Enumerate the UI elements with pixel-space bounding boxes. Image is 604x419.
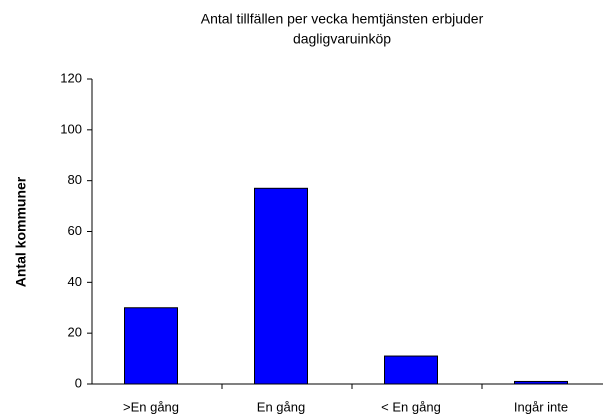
bar [254, 187, 308, 385]
chart-title: Antal tillfällen per vecka hemtjänsten e… [201, 11, 484, 27]
bar [514, 380, 568, 385]
x-tick-label: < En gång [381, 399, 441, 414]
y-tick-label: 40 [68, 274, 82, 289]
y-tick-label: 120 [60, 70, 82, 85]
y-axis-label: Antal kommuner [13, 176, 29, 287]
chart-title: dagligvaruinköp [293, 31, 391, 47]
bar [384, 355, 438, 385]
y-tick-label: 0 [75, 375, 82, 390]
x-tick-label: >En gång [123, 399, 179, 414]
y-tick-label: 60 [68, 223, 82, 238]
x-tick-label: En gång [257, 399, 305, 414]
x-tick-label: Ingår inte [514, 399, 568, 414]
y-tick-label: 20 [68, 325, 82, 340]
bar [124, 307, 178, 385]
y-tick-label: 100 [60, 121, 82, 136]
y-tick-label: 80 [68, 172, 82, 187]
